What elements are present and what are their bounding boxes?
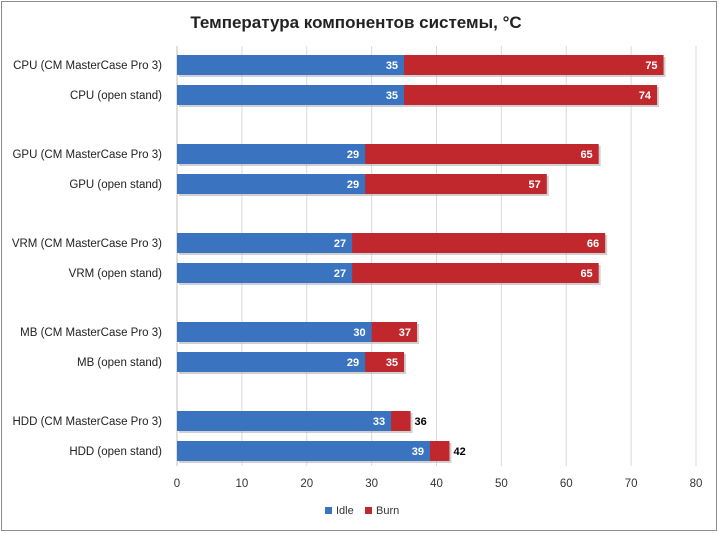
category-label: MB (CM MasterCase Pro 3): [20, 327, 162, 339]
bar-idle: [177, 322, 372, 342]
bar-label-burn: 65: [580, 268, 592, 280]
category-label: CPU (CM MasterCase Pro 3): [13, 60, 162, 72]
bar-idle: [177, 411, 392, 431]
bar-idle: [177, 441, 431, 461]
category-label: HDD (open stand): [69, 446, 162, 458]
category-label: VRM (CM MasterCase Pro 3): [12, 238, 162, 250]
bar-label-idle: 30: [353, 327, 365, 339]
bar-idle: [177, 144, 366, 164]
x-tick-label: 50: [495, 478, 508, 490]
legend-label: Idle: [336, 505, 354, 517]
bar-label-idle: 33: [373, 416, 385, 428]
category-label: GPU (open stand): [69, 179, 162, 191]
bar-idle: [177, 352, 366, 372]
bar-label-idle: 27: [334, 268, 346, 280]
x-tick-label: 60: [560, 478, 573, 490]
x-tick-label: 70: [625, 478, 638, 490]
bar-label-burn: 57: [529, 179, 541, 191]
x-tick-label: 80: [690, 478, 703, 490]
bar-label-burn: 66: [587, 238, 599, 250]
x-tick-label: 20: [300, 478, 313, 490]
bar-idle: [177, 174, 366, 194]
bar-label-idle: 35: [386, 60, 398, 72]
legend: Idle Burn: [325, 505, 399, 517]
bar-label-burn: 37: [399, 327, 411, 339]
bar-label-idle: 29: [347, 179, 359, 191]
x-tick-label: 0: [174, 478, 180, 490]
bar-label-burn: 35: [386, 357, 398, 369]
bar-label-burn: 74: [639, 90, 652, 102]
chart-title: Температура компонентов системы, °C: [190, 13, 521, 32]
bar-label-burn: 42: [453, 446, 465, 458]
category-label: HDD (CM MasterCase Pro 3): [12, 416, 162, 428]
bar-idle: [177, 55, 405, 75]
bar-label-idle: 39: [412, 446, 424, 458]
bar-idle: [177, 263, 353, 283]
x-tick-labels: 0 10 20 30 40 50 60 70 80: [174, 478, 703, 490]
bar-label-burn: 36: [415, 416, 427, 428]
bar-label-idle: 27: [334, 238, 346, 250]
bar-label-burn: 65: [580, 149, 592, 161]
bar-label-idle: 29: [347, 357, 359, 369]
x-tick-label: 30: [365, 478, 378, 490]
grid-lines: [176, 46, 697, 466]
x-tick-label: 40: [430, 478, 443, 490]
bar-label-idle: 29: [347, 149, 359, 161]
legend-swatch: [325, 507, 332, 514]
category-label: GPU (CM MasterCase Pro 3): [12, 149, 162, 161]
category-label: VRM (open stand): [69, 268, 162, 280]
bar-label-idle: 35: [386, 90, 398, 102]
bar-idle: [177, 85, 405, 105]
legend-label: Burn: [376, 505, 399, 517]
category-labels: CPU (CM MasterCase Pro 3) CPU (open stand…: [12, 60, 162, 458]
bar-label-burn: 75: [645, 60, 657, 72]
category-label: MB (open stand): [77, 357, 162, 369]
bars: 35 75 35 74 29 65 29 57 27 66 27 65 30 37 29 35 33 36 39 42: [177, 55, 666, 463]
bar-idle: [177, 233, 353, 253]
legend-swatch: [365, 507, 372, 514]
category-label: CPU (open stand): [70, 90, 162, 102]
x-tick-label: 10: [235, 478, 248, 490]
